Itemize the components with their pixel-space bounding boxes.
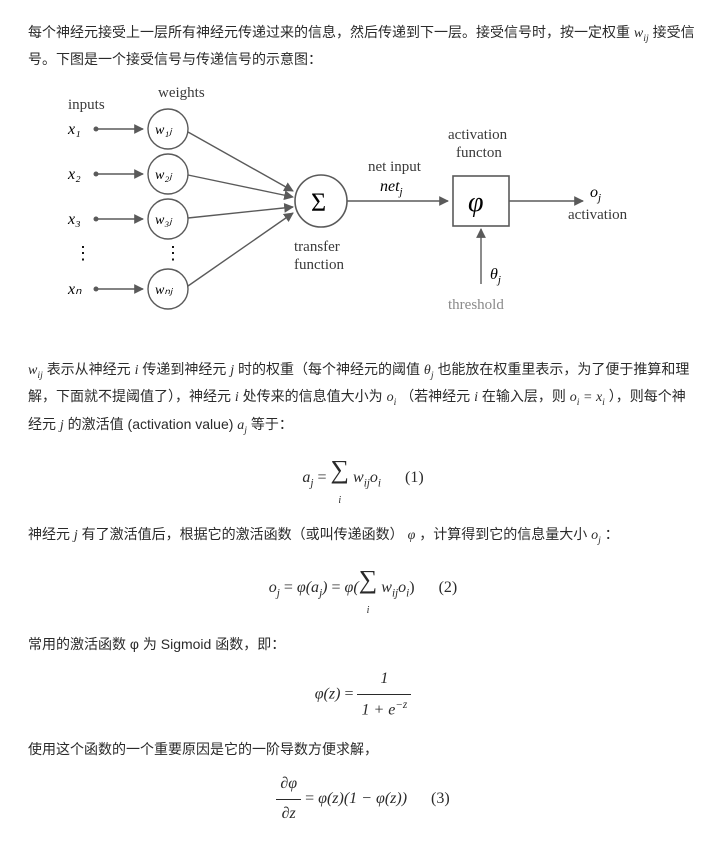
eq-oi-eq-xi: oi = xi xyxy=(570,390,605,405)
paragraph-sigmoid: 常用的激活函数 φ 为 Sigmoid 函数，即： xyxy=(28,632,698,657)
eq-label-1: (1) xyxy=(405,469,424,486)
symbol-oi: oi xyxy=(387,390,397,405)
paragraph-wij: wij 表示从神经元 i 传递到神经元 j 时的权重（每个神经元的阈值 θj 也… xyxy=(28,357,698,439)
input-xn: xₙ xyxy=(67,281,143,298)
paragraph-phi: 神经元 j 有了激活值后，根据它的激活函数（或叫传递函数） φ ，计算得到它的信… xyxy=(28,522,698,549)
svg-text:w₂ⱼ: w₂ⱼ xyxy=(155,168,173,183)
eq-label-2: (2) xyxy=(439,579,458,596)
symbol-i: i xyxy=(135,363,139,378)
neuron-diagram: inputs weights x₁ x₂ x₃ ⋮ ⋮ xₙ w₁ⱼ w₂ⱼ w… xyxy=(28,79,698,347)
dots: ⋮ xyxy=(164,243,182,263)
svg-text:φ: φ xyxy=(468,187,484,218)
label-netinput: net input xyxy=(368,159,422,175)
label-weights: weights xyxy=(158,85,205,101)
weight-w3j: w₃ⱼ xyxy=(148,199,188,239)
dots: ⋮ xyxy=(74,243,92,263)
phi-box: φ xyxy=(453,176,509,226)
eq-label-3: (3) xyxy=(431,790,450,807)
input-x3: x₃ xyxy=(67,211,143,228)
label-oj: oj xyxy=(590,184,601,204)
symbol-aj: aj xyxy=(237,418,247,433)
paragraph-intro: 每个神经元接受上一层所有神经元传递过来的信息，然后传递到下一层。接受信号时，按一… xyxy=(28,20,698,73)
svg-text:w₃ⱼ: w₃ⱼ xyxy=(155,213,173,228)
label-transfer: transfer xyxy=(294,239,340,255)
svg-text:x₃: x₃ xyxy=(67,211,81,228)
symbol-wij: wij xyxy=(28,363,43,378)
label-activation-out: activation xyxy=(568,207,628,223)
diagram-svg: inputs weights x₁ x₂ x₃ ⋮ ⋮ xₙ w₁ⱼ w₂ⱼ w… xyxy=(28,79,648,339)
svg-text:x₁: x₁ xyxy=(67,121,81,138)
equation-2: oj = φ(aj) = φ(∑i wijoi) (2) xyxy=(28,557,698,620)
label-threshold: threshold xyxy=(448,297,504,313)
equation-1: aj = ∑i wijoi (1) xyxy=(28,447,698,510)
label-function: function xyxy=(294,257,344,273)
label-theta: θj xyxy=(490,266,501,286)
symbol-oj: oj xyxy=(591,528,601,543)
paragraph-derivative: 使用这个函数的一个重要原因是它的一阶导数方便求解， xyxy=(28,737,698,762)
svg-text:Σ: Σ xyxy=(311,188,326,217)
label-actfn1: activation xyxy=(448,127,508,143)
text: 每个神经元接受上一层所有神经元传递过来的信息，然后传递到下一层。接受信号时，按一… xyxy=(28,24,634,40)
symbol-thetaj: θj xyxy=(424,363,434,378)
svg-text:wₙⱼ: wₙⱼ xyxy=(155,283,174,298)
weight-w1j: w₁ⱼ xyxy=(148,109,188,149)
input-x2: x₂ xyxy=(67,166,143,183)
svg-text:x₂: x₂ xyxy=(67,166,81,183)
label-actfn2: functon xyxy=(456,145,502,161)
svg-text:w₁ⱼ: w₁ⱼ xyxy=(155,123,173,138)
weight-w2j: w₂ⱼ xyxy=(148,154,188,194)
symbol-wij: wij xyxy=(634,26,649,41)
symbol-j: j xyxy=(230,363,234,378)
label-netj: netj xyxy=(380,178,403,198)
equation-derivative: ∂φ ∂z = φ(z)(1 − φ(z)) (3) xyxy=(28,770,698,829)
sigma-node: Σ xyxy=(295,175,347,227)
equation-sigmoid: φ(z) = 1 1 + e−z xyxy=(28,665,698,725)
input-x1: x₁ xyxy=(67,121,143,138)
weight-wnj: wₙⱼ xyxy=(148,269,188,309)
label-inputs: inputs xyxy=(68,97,105,113)
svg-text:xₙ: xₙ xyxy=(67,281,82,298)
